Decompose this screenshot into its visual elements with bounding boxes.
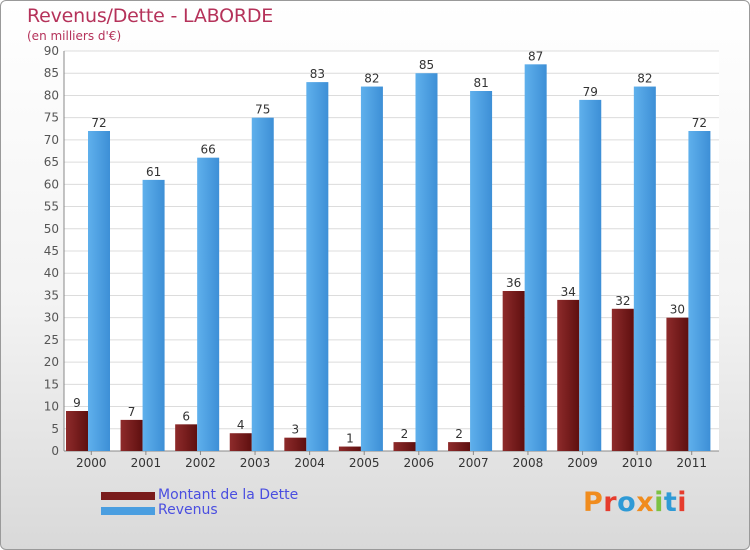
data-label: 4 — [237, 418, 245, 432]
data-label: 34 — [561, 285, 576, 299]
x-tick-label: 2005 — [349, 456, 380, 470]
chart-title: Revenus/Dette - LABORDE — [27, 5, 274, 27]
y-tick-label: 20 — [44, 355, 59, 369]
x-tick-label: 2002 — [185, 456, 216, 470]
legend: Montant de la Dette Revenus — [101, 488, 298, 518]
data-label: 61 — [146, 165, 161, 179]
bar-dette — [338, 446, 361, 451]
bar-dette — [393, 442, 416, 451]
legend-swatch-revenus — [101, 506, 155, 515]
bar-revenus — [633, 86, 656, 452]
bar-revenus — [306, 82, 329, 451]
data-label: 83 — [310, 67, 325, 81]
x-tick-label: 2011 — [676, 456, 707, 470]
bar-dette — [502, 291, 525, 451]
x-tick-label: 2003 — [240, 456, 271, 470]
x-tick-label: 2007 — [458, 456, 489, 470]
logo-letter: i — [677, 487, 688, 518]
y-tick-label: 50 — [44, 222, 59, 236]
legend-swatch-dette — [101, 491, 155, 500]
y-tick-label: 40 — [44, 266, 59, 280]
x-tick-label: 2004 — [294, 456, 325, 470]
bar-dette — [284, 437, 307, 451]
data-label: 32 — [615, 294, 630, 308]
bar-revenus — [524, 64, 547, 452]
data-label: 2 — [455, 427, 463, 441]
data-label: 9 — [73, 396, 81, 410]
bar-revenus — [360, 86, 383, 452]
y-tick-label: 70 — [44, 133, 59, 147]
bar-revenus — [251, 117, 274, 452]
data-label: 6 — [182, 409, 190, 423]
data-label: 75 — [255, 103, 270, 117]
bar-revenus — [142, 179, 165, 451]
data-label: 66 — [201, 143, 216, 157]
data-label: 81 — [473, 76, 488, 90]
y-tick-label: 5 — [51, 422, 59, 436]
proxiti-logo: Proxiti — [583, 487, 687, 518]
bar-revenus — [197, 157, 220, 451]
logo-letter: r — [603, 487, 618, 518]
bar-revenus — [415, 73, 438, 451]
logo-letter: P — [583, 487, 604, 518]
y-tick-label: 25 — [44, 333, 59, 347]
logo-letter: t — [663, 487, 678, 518]
bar-dette — [611, 308, 634, 451]
data-label: 87 — [528, 49, 543, 63]
data-label: 36 — [506, 276, 521, 290]
data-label: 3 — [292, 423, 300, 437]
data-label: 1 — [346, 432, 354, 446]
logo-letter: i — [654, 487, 664, 518]
bar-dette — [229, 433, 252, 451]
y-tick-label: 60 — [44, 177, 59, 191]
legend-label-dette: Montant de la Dette — [158, 487, 299, 503]
bar-dette — [120, 419, 143, 451]
bar-dette — [666, 317, 689, 451]
legend-item-revenus: Revenus — [101, 503, 298, 518]
data-label: 2 — [401, 427, 409, 441]
bar-revenus — [470, 91, 493, 451]
y-tick-label: 90 — [44, 44, 59, 58]
data-label: 72 — [91, 116, 106, 130]
x-tick-label: 2009 — [567, 456, 598, 470]
y-tick-label: 80 — [44, 88, 59, 102]
bar-chart: 0 5 10 15 20 25 30 35 40 45 50 55 60 65 70 75 80 85 90 2000… — [44, 44, 719, 470]
bar-revenus — [579, 99, 602, 451]
bar-revenus — [688, 131, 711, 451]
y-tick-label: 55 — [44, 200, 59, 214]
x-tick-label: 2008 — [513, 456, 544, 470]
x-tick-label: 2010 — [622, 456, 653, 470]
legend-item-dette: Montant de la Dette — [101, 488, 298, 503]
bar-revenus — [88, 131, 110, 451]
x-tick-label: 2006 — [404, 456, 435, 470]
y-tick-label: 15 — [44, 377, 59, 391]
data-label: 30 — [670, 303, 685, 317]
bar-dette — [175, 424, 198, 451]
y-tick-label: 30 — [44, 311, 59, 325]
data-label: 85 — [419, 58, 434, 72]
logo-letter: o — [617, 487, 637, 518]
y-tick-label: 65 — [44, 155, 59, 169]
data-label: 79 — [583, 85, 598, 99]
data-label: 7 — [128, 405, 136, 419]
bar-dette — [557, 299, 580, 451]
y-tick-label: 35 — [44, 288, 59, 302]
chart-subtitle: (en milliers d'€) — [27, 29, 122, 43]
x-tick-label: 2000 — [76, 456, 107, 470]
x-tick-label: 2001 — [131, 456, 162, 470]
y-tick-label: 10 — [44, 400, 59, 414]
bar-dette — [66, 411, 88, 451]
y-tick-label: 85 — [44, 66, 59, 80]
data-label: 82 — [364, 72, 379, 86]
data-label: 72 — [692, 116, 707, 130]
legend-label-revenus: Revenus — [158, 502, 218, 518]
y-tick-label: 45 — [44, 244, 59, 258]
data-label: 82 — [637, 72, 652, 86]
logo-letter: x — [636, 487, 655, 518]
y-tick-label: 75 — [44, 111, 59, 125]
bar-dette — [448, 442, 471, 451]
y-tick-label: 0 — [51, 444, 59, 458]
